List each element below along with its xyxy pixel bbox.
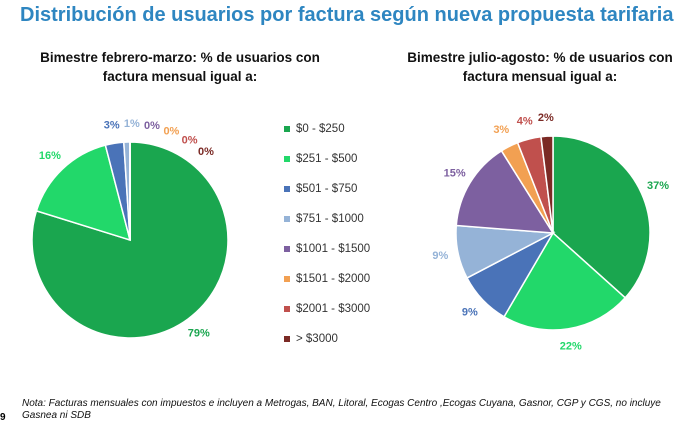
pie-slice bbox=[503, 231, 627, 331]
data-label: 16% bbox=[39, 150, 61, 162]
slide-title: Distribución de usuarios por factura seg… bbox=[20, 4, 674, 26]
pie-slice bbox=[540, 135, 554, 234]
legend-swatch bbox=[284, 246, 290, 252]
chart-title: Bimestre julio-agosto: % de usuarios con… bbox=[407, 50, 673, 84]
data-label: 9% bbox=[462, 306, 478, 318]
data-label: 3% bbox=[104, 119, 120, 131]
legend-label: $251 - $500 bbox=[296, 153, 357, 165]
legend-label: $751 - $1000 bbox=[296, 213, 364, 225]
legend-swatch bbox=[284, 186, 290, 192]
legend-label: $0 - $250 bbox=[296, 123, 345, 135]
data-label: 15% bbox=[444, 167, 466, 179]
data-label: 3% bbox=[493, 124, 509, 136]
data-label: 37% bbox=[647, 180, 669, 192]
pie-slice bbox=[455, 149, 555, 234]
pie-slice bbox=[552, 135, 651, 299]
data-label: 0% bbox=[198, 146, 214, 158]
data-label: 9% bbox=[432, 250, 448, 262]
legend-swatch bbox=[284, 276, 290, 282]
page-number: 9 bbox=[0, 412, 6, 423]
legend-label: $1501 - $2000 bbox=[296, 273, 370, 285]
data-label: 22% bbox=[560, 341, 582, 353]
legend-label: > $3000 bbox=[296, 333, 338, 345]
data-label: 1% bbox=[124, 118, 140, 130]
data-label: 4% bbox=[517, 115, 533, 127]
legend-label: $1001 - $1500 bbox=[296, 243, 370, 255]
legend-label: $501 - $750 bbox=[296, 183, 357, 195]
data-label: 0% bbox=[144, 120, 160, 132]
legend-swatch bbox=[284, 126, 290, 132]
data-label: 0% bbox=[182, 134, 198, 146]
note: Nota: Facturas mensuales con impuestos e… bbox=[22, 398, 661, 421]
data-label: 79% bbox=[188, 327, 210, 339]
legend-swatch bbox=[284, 156, 290, 162]
legend-swatch bbox=[284, 306, 290, 312]
data-label: 0% bbox=[163, 126, 179, 138]
legend-swatch bbox=[284, 336, 290, 342]
legend-swatch bbox=[284, 216, 290, 222]
legend-label: $2001 - $3000 bbox=[296, 303, 370, 315]
chart-title: Bimestre febrero-marzo: % de usuarios co… bbox=[40, 50, 320, 84]
data-label: 2% bbox=[538, 112, 554, 124]
pie-slice bbox=[35, 144, 132, 242]
